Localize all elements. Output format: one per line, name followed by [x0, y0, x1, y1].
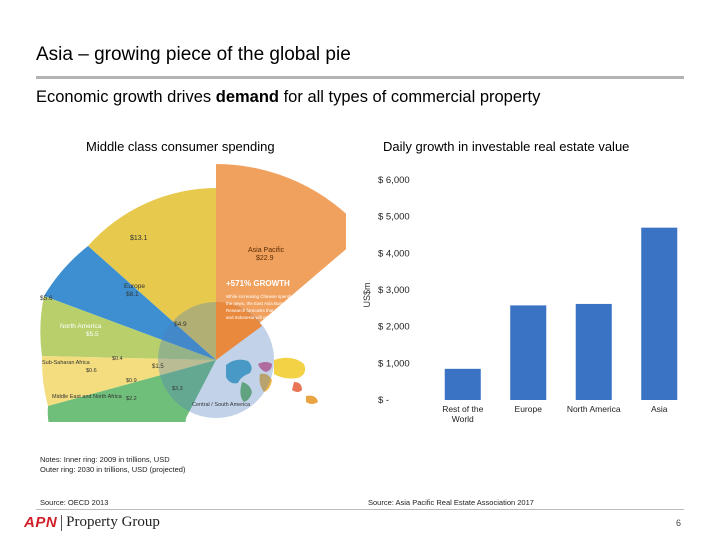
asia-inner-value: $4.9	[174, 321, 187, 328]
y-axis-label: US$m	[362, 282, 372, 307]
latam-inner-label: Central / South America	[192, 402, 251, 408]
latam-inner-value: $3.3	[172, 386, 183, 392]
bar	[510, 305, 547, 400]
y-tick-label: $ 1,000	[378, 358, 410, 369]
na-outer-value: $5.6	[40, 295, 53, 302]
callout-line: Research forecasts that spending in Indi…	[226, 308, 309, 313]
bar	[444, 368, 481, 400]
ssa-inner-value: $0.6	[86, 368, 97, 374]
asia-outer-label: Asia Pacific	[248, 247, 285, 254]
company-logo: APN Property Group	[24, 514, 160, 531]
y-tick-label: $ 5,000	[378, 212, 410, 223]
callout-line: and Indonesia will grow at similar rates…	[226, 315, 305, 320]
ssa-outer-wedge	[40, 296, 216, 360]
world-map-icon	[226, 357, 318, 404]
asia-outer-wedge	[216, 164, 346, 360]
y-tick-label: $ 3,000	[378, 285, 410, 296]
mena-value-a: $0.9	[126, 378, 137, 384]
logo-apn: APN	[24, 514, 58, 531]
x-tick-label: Europe	[515, 404, 543, 414]
x-tick-label: Asia	[651, 404, 668, 414]
title-divider	[36, 76, 684, 79]
callout-line: While increasing Chinese spending tops	[226, 294, 307, 299]
ssa-outer-value: $0.4	[112, 356, 123, 362]
growth-callout-text: While increasing Chinese spending tops th…	[226, 294, 315, 320]
y-tick-label: $ 6,000	[378, 175, 410, 186]
pie-heading: Middle class consumer spending	[86, 139, 275, 154]
logo-separator	[61, 514, 63, 531]
asia-outer-value: $22.9	[256, 255, 274, 262]
chart-notes: Notes: Inner ring: 2009 in trillions, US…	[40, 455, 185, 475]
asia-inner-wedge	[216, 302, 262, 360]
na-inner-value: $5.5	[86, 331, 99, 338]
subtitle-emphasis: demand	[215, 88, 280, 106]
consumer-spending-pie: $13.1 Asia Pacific $22.9 Europe $8.1 $5.…	[40, 164, 346, 422]
slide-subtitle: Economic growth drives demand for all ty…	[36, 88, 540, 107]
north-america-outer-wedge	[44, 246, 216, 360]
latam-outer-wedge	[47, 360, 216, 422]
europe-outer-wedge	[88, 188, 216, 360]
notes-line-2: Outer ring: 2030 in trillions, USD (proj…	[40, 465, 186, 474]
bar	[575, 303, 612, 400]
y-tick-label: $ 2,000	[378, 322, 410, 333]
europe-inner-value: $8.1	[126, 291, 139, 298]
x-tick-label: Rest of the	[442, 404, 483, 414]
latam-outer-value: $1.5	[152, 364, 164, 370]
y-tick-label: $ -	[378, 395, 389, 406]
na-inner-label: North America	[60, 323, 102, 330]
notes-line-1: Notes: Inner ring: 2009 in trillions, US…	[40, 455, 170, 464]
page-number: 6	[676, 518, 682, 528]
europe-outer-value: $13.1	[130, 235, 148, 242]
subtitle-pre: Economic growth drives	[36, 88, 216, 106]
real-estate-bar-chart: US$m $ - $ 1,000 $ 2,000 $ 3,000 $ 4,000 $ 5,…	[362, 175, 678, 424]
source-right: Source: Asia Pacific Real Estate Associa…	[368, 498, 534, 507]
bar-chart-heading: Daily growth in investable real estate v…	[383, 139, 630, 154]
mena-inner-label-1: Middle East and North Africa	[52, 394, 123, 400]
mena-value-b: $2.2	[126, 396, 137, 402]
y-tick-label: $ 4,000	[378, 248, 410, 259]
europe-inner-label: Europe	[124, 283, 145, 290]
logo-text: Property Group	[66, 514, 160, 530]
x-tick-label: World	[452, 414, 474, 424]
mena-outer-wedge	[41, 356, 217, 406]
subtitle-post: for all types of commercial property	[279, 88, 541, 106]
ssa-inner-label: Sub-Saharan Africa	[42, 360, 91, 366]
source-left: Source: OECD 2013	[40, 498, 109, 507]
slide-title: Asia – growing piece of the global pie	[36, 44, 351, 65]
footer-divider	[36, 509, 684, 510]
callout-line: the news, the East Asia Bureau of Econom…	[226, 301, 315, 306]
growth-callout-title: +571% GROWTH	[226, 279, 290, 288]
x-tick-label: North America	[567, 404, 621, 414]
bar	[641, 227, 678, 400]
